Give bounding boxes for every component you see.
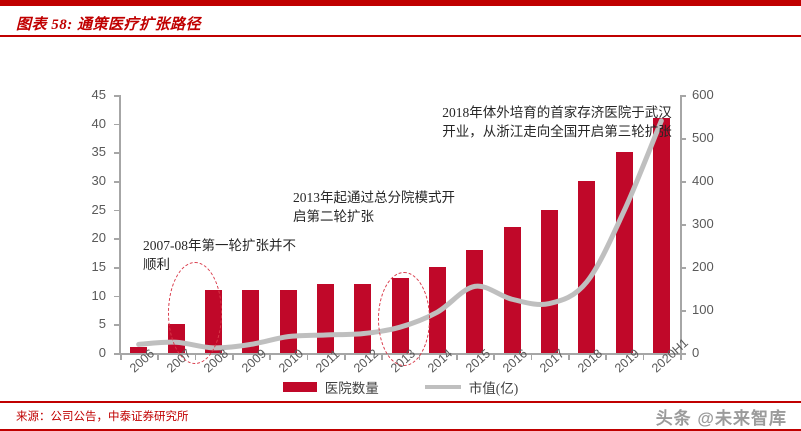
y-tick-label-left: 10	[91, 287, 106, 303]
page-title: 图表 58: 通策医疗扩张路径	[16, 17, 201, 33]
bar-2016	[503, 226, 521, 353]
y-tick-left	[114, 181, 120, 183]
bottom-accent-band	[0, 429, 801, 431]
x-tick	[418, 354, 421, 360]
y-tick-label-left: 30	[91, 173, 106, 188]
bar-2018	[578, 181, 596, 353]
y-tick-left	[114, 353, 120, 355]
y-tick-left	[114, 152, 120, 154]
y-tick-label-left: 20	[91, 230, 106, 246]
highlight-ellipse-2008	[168, 262, 222, 364]
y-axis-left	[119, 95, 121, 354]
y-tick-label-left: 5	[98, 316, 106, 332]
source-note: 来源：公司公告，中泰证券研究所	[16, 411, 189, 423]
y-tick-label-right: 100	[692, 302, 714, 317]
y-tick-right	[680, 267, 686, 269]
x-tick	[232, 354, 234, 360]
y-tick-label-right: 500	[692, 130, 714, 145]
x-tick	[381, 354, 383, 360]
title-divider	[0, 35, 801, 37]
top-accent-band	[0, 0, 801, 6]
x-tick	[306, 354, 309, 360]
y-tick-label-left: 40	[91, 115, 106, 131]
legend-bar-swatch-icon	[282, 382, 317, 392]
x-tick	[157, 354, 159, 360]
y-tick-left	[114, 295, 120, 298]
y-tick-right	[680, 224, 686, 226]
bar-2020H1	[652, 117, 670, 353]
y-tick-right	[680, 138, 686, 140]
y-tick-label-left: 25	[91, 201, 106, 217]
x-tick	[120, 354, 122, 360]
y-tick-left	[114, 324, 120, 326]
y-tick-right	[680, 353, 686, 355]
y-tick-label-right: 600	[692, 87, 714, 102]
legend-label-market-cap: 市值(亿)	[468, 381, 519, 396]
y-tick-label-left: 0	[98, 345, 106, 360]
y-tick-label-left: 15	[91, 259, 106, 274]
x-tick	[456, 354, 458, 360]
x-tick	[493, 354, 495, 360]
x-tick	[269, 354, 271, 360]
chart-legend: 医院数量 市值(亿)	[0, 376, 801, 398]
y-tick-left	[114, 209, 120, 212]
legend-item-hospital-count: 医院数量	[282, 377, 379, 397]
x-tick	[605, 354, 607, 360]
x-tick	[680, 354, 682, 360]
legend-label-hospital-count: 医院数量	[324, 381, 379, 396]
y-tick-left	[114, 238, 120, 240]
chart-canvas: 0 5 10 15 20 25 30 35 40 45 0 100 200 300 400 500 600 2…	[0, 40, 801, 385]
bar-2015	[466, 249, 484, 353]
y-tick-right	[680, 95, 686, 97]
title-row: 图表 58: 通策医疗扩张路径	[0, 6, 801, 33]
y-tick-right	[680, 181, 686, 183]
y-tick-label-right: 200	[692, 259, 714, 274]
x-tick	[642, 354, 645, 360]
y-tick-label-left: 35	[91, 144, 106, 160]
y-tick-label-right: 0	[692, 345, 700, 360]
annotation-second-expansion: 2013年起通过总分院模式开启第二轮扩张	[293, 190, 455, 224]
y-tick-label-right: 300	[692, 216, 714, 231]
legend-line-swatch-icon	[424, 385, 461, 389]
annotation-third-expansion: 2018年体外培育的首家存济医院于武汉开业，从浙江走向全国开启第三轮扩张	[442, 105, 672, 139]
x-tick	[530, 354, 533, 360]
x-tick	[568, 354, 570, 360]
footer-divider	[0, 401, 801, 403]
legend-item-market-cap: 市值(亿)	[424, 377, 519, 397]
x-tick	[344, 354, 346, 360]
watermark: 头条 @未来智库	[655, 409, 787, 428]
bar-2009	[242, 289, 260, 353]
y-tick-left	[114, 267, 120, 269]
bar-2017	[540, 209, 558, 353]
bar-2006	[130, 347, 148, 353]
highlight-ellipse-2013	[378, 272, 430, 366]
y-tick-label-left: 45	[91, 87, 106, 102]
y-tick-right	[680, 310, 686, 312]
y-tick-left	[114, 123, 120, 126]
y-tick-label-right: 400	[692, 173, 714, 188]
y-tick-left	[114, 95, 120, 97]
annotation-first-expansion: 2007-08年第一轮扩张并不顺利	[143, 238, 296, 272]
